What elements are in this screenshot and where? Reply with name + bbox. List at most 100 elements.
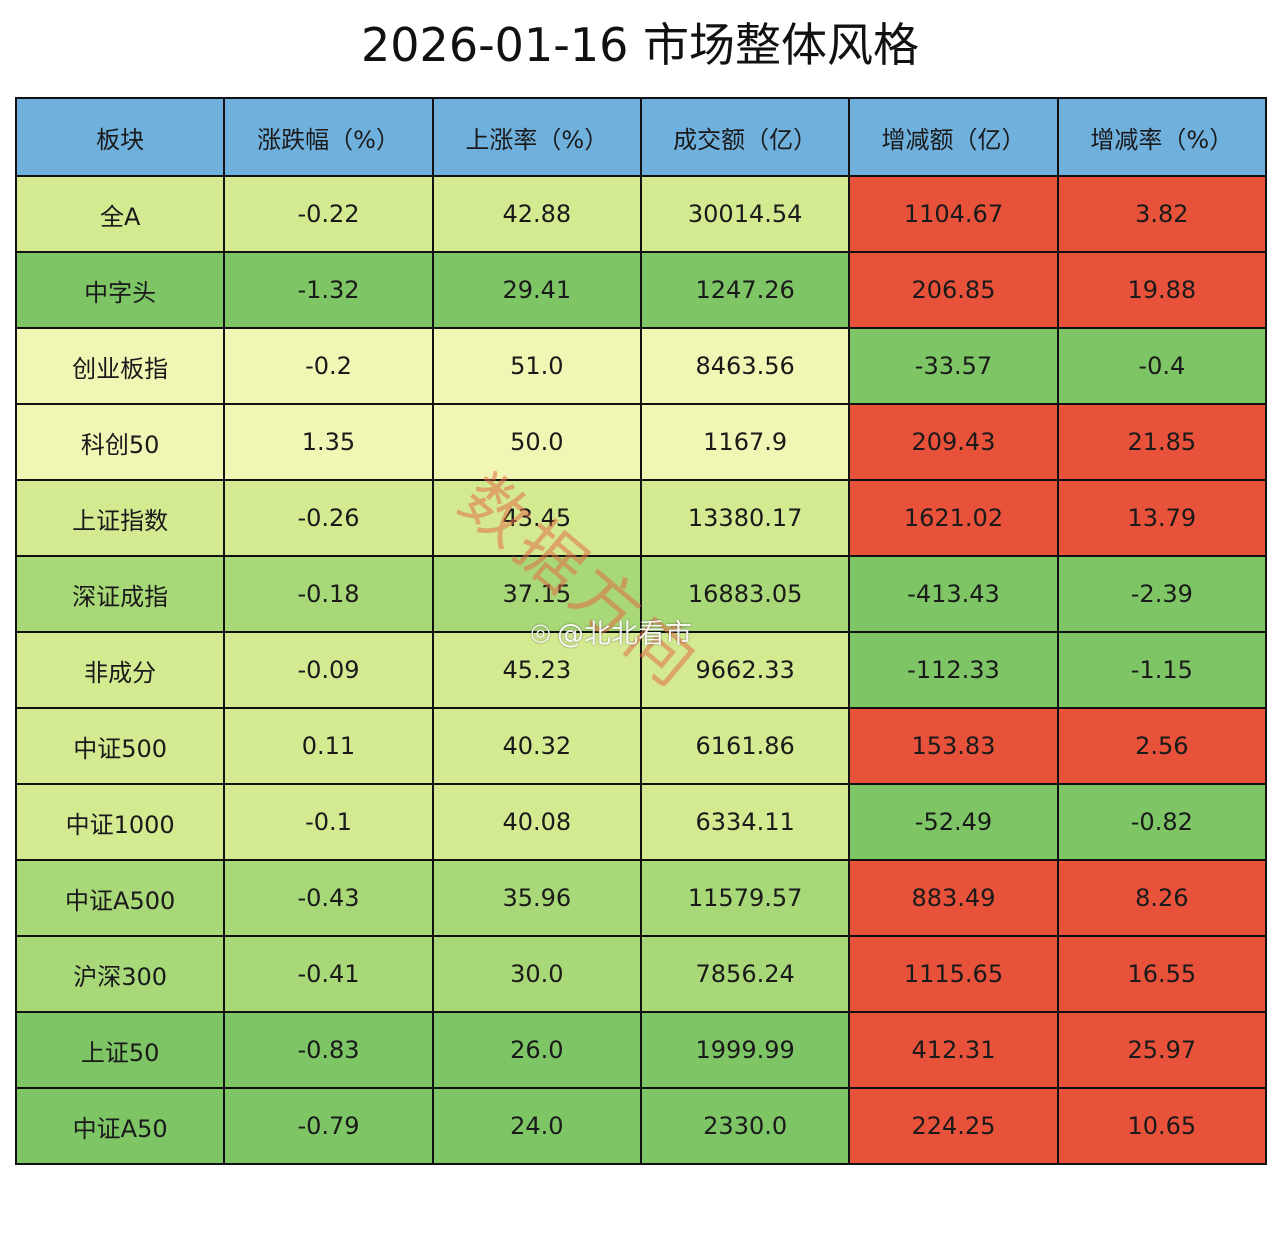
market-style-table: 板块 涨跌幅（%） 上涨率（%） 成交额（亿） 增减额（亿） 增减率（%） 全A… — [14, 97, 1268, 1165]
change-pct-cell: -0.41 — [223, 935, 434, 1013]
change-pct-cell: -0.2 — [223, 327, 434, 405]
change-pct-cell: -0.1 — [223, 783, 434, 861]
up-ratio-cell: 40.08 — [431, 783, 642, 861]
up-ratio-cell: 45.23 — [431, 631, 642, 709]
header-change-pct: 涨跌幅（%） — [223, 97, 434, 177]
change-pct-cell: 0.11 — [223, 707, 434, 785]
up-ratio-cell: 50.0 — [431, 403, 642, 481]
turnover-cell: 1167.9 — [639, 403, 851, 481]
change-pct-cell: -0.83 — [223, 1011, 434, 1089]
delta-pct-cell: 25.97 — [1056, 1011, 1268, 1089]
sector-cell: 上证50 — [14, 1011, 226, 1089]
table-body: 全A -0.22 42.88 30014.54 1104.67 3.82 中字头 -1.32 2… — [14, 175, 1268, 1165]
up-ratio-cell: 43.45 — [431, 479, 642, 557]
change-pct-cell: 1.35 — [223, 403, 434, 481]
up-ratio-cell: 42.88 — [431, 175, 642, 253]
delta-pct-cell: -0.4 — [1056, 327, 1268, 405]
turnover-cell: 1999.99 — [639, 1011, 851, 1089]
sector-cell: 上证指数 — [14, 479, 226, 557]
change-pct-cell: -0.26 — [223, 479, 434, 557]
delta-pct-cell: 19.88 — [1056, 251, 1268, 329]
table-row: 上证50 -0.83 26.0 1999.99 412.31 25.97 — [14, 1011, 1268, 1089]
table-row: 中证500 0.11 40.32 6161.86 153.83 2.56 — [14, 707, 1268, 785]
table-row: 上证指数 -0.26 43.45 13380.17 1621.02 13.79 — [14, 479, 1268, 557]
delta-pct-cell: 3.82 — [1056, 175, 1268, 253]
sector-cell: 全A — [14, 175, 226, 253]
table-row: 科创50 1.35 50.0 1167.9 209.43 21.85 — [14, 403, 1268, 481]
sector-cell: 中证A50 — [14, 1087, 226, 1165]
change-pct-cell: -0.09 — [223, 631, 434, 709]
sector-cell: 科创50 — [14, 403, 226, 481]
turnover-cell: 6161.86 — [639, 707, 851, 785]
change-pct-cell: -0.22 — [223, 175, 434, 253]
delta-amount-cell: -413.43 — [848, 555, 1059, 633]
delta-pct-cell: 8.26 — [1056, 859, 1268, 937]
table-row: 创业板指 -0.2 51.0 8463.56 -33.57 -0.4 — [14, 327, 1268, 405]
delta-amount-cell: 883.49 — [848, 859, 1059, 937]
delta-amount-cell: 224.25 — [848, 1087, 1059, 1165]
turnover-cell: 16883.05 — [639, 555, 851, 633]
turnover-cell: 8463.56 — [639, 327, 851, 405]
turnover-cell: 30014.54 — [639, 175, 851, 253]
delta-pct-cell: -0.82 — [1056, 783, 1268, 861]
sector-cell: 深证成指 — [14, 555, 226, 633]
page-title: 2026-01-16 市场整体风格 — [361, 18, 919, 72]
turnover-cell: 9662.33 — [639, 631, 851, 709]
delta-amount-cell: 1115.65 — [848, 935, 1059, 1013]
up-ratio-cell: 51.0 — [431, 327, 642, 405]
turnover-cell: 1247.26 — [639, 251, 851, 329]
change-pct-cell: -1.32 — [223, 251, 434, 329]
delta-amount-cell: 412.31 — [848, 1011, 1059, 1089]
table-row: 中证A500 -0.43 35.96 11579.57 883.49 8.26 — [14, 859, 1268, 937]
turnover-cell: 2330.0 — [639, 1087, 851, 1165]
sector-cell: 中证500 — [14, 707, 226, 785]
delta-pct-cell: 16.55 — [1056, 935, 1268, 1013]
delta-pct-cell: 21.85 — [1056, 403, 1268, 481]
delta-pct-cell: -2.39 — [1056, 555, 1268, 633]
table-row: 中证A50 -0.79 24.0 2330.0 224.25 10.65 — [14, 1087, 1268, 1165]
up-ratio-cell: 30.0 — [431, 935, 642, 1013]
delta-amount-cell: 1621.02 — [848, 479, 1059, 557]
table-row: 深证成指 -0.18 37.15 16883.05 -413.43 -2.39 — [14, 555, 1268, 633]
turnover-cell: 7856.24 — [639, 935, 851, 1013]
change-pct-cell: -0.79 — [223, 1087, 434, 1165]
delta-pct-cell: 2.56 — [1056, 707, 1268, 785]
change-pct-cell: -0.43 — [223, 859, 434, 937]
table-row: 全A -0.22 42.88 30014.54 1104.67 3.82 — [14, 175, 1268, 253]
header-up-ratio: 上涨率（%） — [431, 97, 642, 177]
turnover-cell: 13380.17 — [639, 479, 851, 557]
header-sector: 板块 — [14, 97, 226, 177]
up-ratio-cell: 24.0 — [431, 1087, 642, 1165]
up-ratio-cell: 40.32 — [431, 707, 642, 785]
header-delta-pct: 增减率（%） — [1056, 97, 1268, 177]
up-ratio-cell: 29.41 — [431, 251, 642, 329]
turnover-cell: 6334.11 — [639, 783, 851, 861]
delta-amount-cell: -33.57 — [848, 327, 1059, 405]
sector-cell: 非成分 — [14, 631, 226, 709]
turnover-cell: 11579.57 — [639, 859, 851, 937]
delta-amount-cell: -112.33 — [848, 631, 1059, 709]
table-row: 中字头 -1.32 29.41 1247.26 206.85 19.88 — [14, 251, 1268, 329]
table-row: 中证1000 -0.1 40.08 6334.11 -52.49 -0.82 — [14, 783, 1268, 861]
delta-pct-cell: 10.65 — [1056, 1087, 1268, 1165]
sector-cell: 沪深300 — [14, 935, 226, 1013]
table-row: 非成分 -0.09 45.23 9662.33 -112.33 -1.15 — [14, 631, 1268, 709]
delta-amount-cell: 1104.67 — [848, 175, 1059, 253]
sector-cell: 中证A500 — [14, 859, 226, 937]
header-delta-amount: 增减额（亿） — [848, 97, 1059, 177]
delta-amount-cell: 153.83 — [848, 707, 1059, 785]
change-pct-cell: -0.18 — [223, 555, 434, 633]
up-ratio-cell: 37.15 — [431, 555, 642, 633]
sector-cell: 创业板指 — [14, 327, 226, 405]
up-ratio-cell: 26.0 — [431, 1011, 642, 1089]
sector-cell: 中字头 — [14, 251, 226, 329]
delta-amount-cell: -52.49 — [848, 783, 1059, 861]
header-turnover: 成交额（亿） — [639, 97, 851, 177]
table-header-row: 板块 涨跌幅（%） 上涨率（%） 成交额（亿） 增减额（亿） 增减率（%） — [14, 97, 1268, 177]
up-ratio-cell: 35.96 — [431, 859, 642, 937]
delta-amount-cell: 209.43 — [848, 403, 1059, 481]
delta-pct-cell: -1.15 — [1056, 631, 1268, 709]
delta-amount-cell: 206.85 — [848, 251, 1059, 329]
sector-cell: 中证1000 — [14, 783, 226, 861]
delta-pct-cell: 13.79 — [1056, 479, 1268, 557]
